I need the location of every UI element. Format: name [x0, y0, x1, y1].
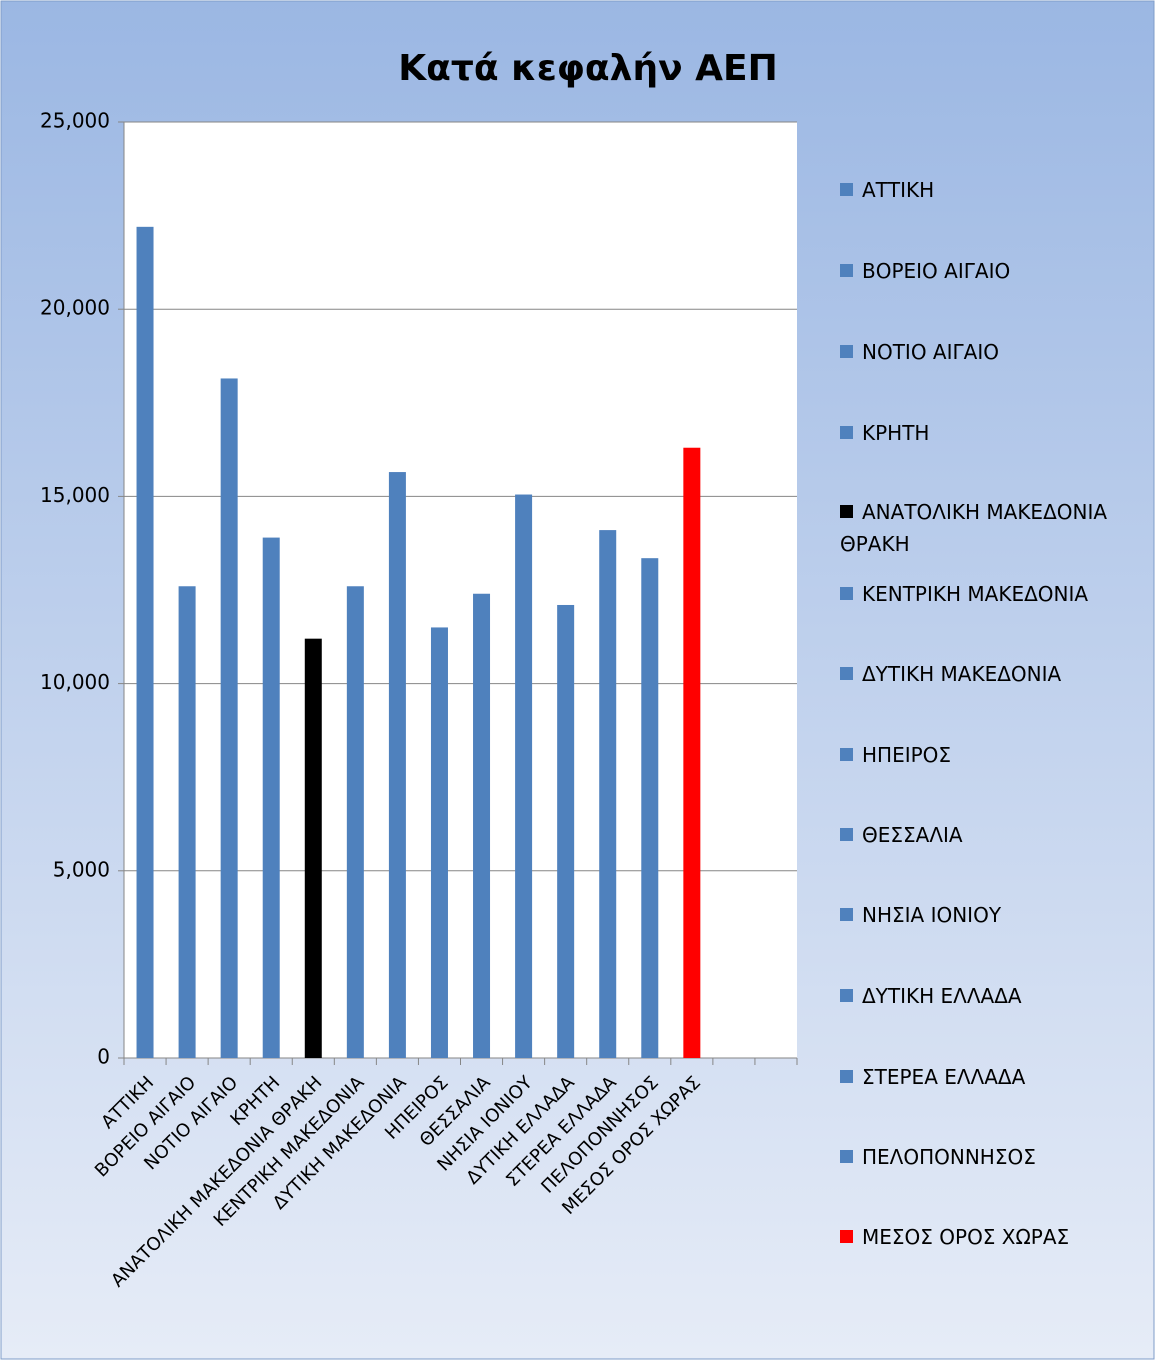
bar: [430, 627, 448, 1058]
legend-item: ΘΕΣΣΑΛΙΑ: [840, 819, 1120, 851]
legend-label: ΔΥΤΙΚΗ ΜΑΚΕΔΟΝΙΑ: [862, 662, 1062, 686]
legend-swatch: [840, 426, 853, 439]
legend-item: ΝΟΤΙΟ ΑΙΓΑΙΟ: [840, 336, 1120, 368]
bar: [641, 558, 659, 1058]
legend-item: ΒΟΡΕΙΟ ΑΙΓΑΙΟ: [840, 255, 1120, 287]
y-tick-label: 15,000: [40, 483, 110, 507]
bar: [262, 537, 280, 1058]
legend-item: ΠΕΛΟΠΟΝΝΗΣΟΣ: [840, 1141, 1120, 1173]
y-tick-label: 10,000: [40, 670, 110, 694]
y-tick-label: 25,000: [40, 109, 110, 133]
legend-swatch: [840, 505, 853, 518]
legend-swatch: [840, 748, 853, 761]
bar: [136, 226, 154, 1058]
bar: [683, 447, 701, 1058]
y-tick-label: 20,000: [40, 296, 110, 320]
legend-item: ΜΕΣΟΣ ΟΡΟΣ ΧΩΡΑΣ: [840, 1221, 1120, 1253]
bar: [599, 530, 617, 1058]
legend-item: ΣΤΕΡΕΑ ΕΛΛΑΔΑ: [840, 1061, 1120, 1093]
legend-swatch: [840, 1070, 853, 1083]
legend-label: ΝΗΣΙΑ ΙΟΝΙΟΥ: [862, 903, 1002, 927]
legend-item: ΝΗΣΙΑ ΙΟΝΙΟΥ: [840, 899, 1120, 931]
bar: [220, 378, 238, 1058]
legend-label: ΘΕΣΣΑΛΙΑ: [862, 823, 963, 847]
legend-label: ΗΠΕΙΡΟΣ: [862, 743, 952, 767]
legend-label: ΔΥΤΙΚΗ ΕΛΛΑΔΑ: [862, 984, 1022, 1008]
legend-item: ΔΥΤΙΚΗ ΕΛΛΑΔΑ: [840, 980, 1120, 1012]
legend-item: ΗΠΕΙΡΟΣ: [840, 739, 1120, 771]
legend-label: ΚΡΗΤΗ: [862, 421, 930, 445]
legend-item: ΑΤΤΙΚΗ: [840, 174, 1120, 206]
legend-label: ΣΤΕΡΕΑ ΕΛΛΑΔΑ: [862, 1065, 1026, 1089]
chart-title: Κατά κεφαλήν ΑΕΠ: [398, 48, 777, 89]
legend-label: ΑΝΑΤΟΛΙΚΗ ΜΑΚΕΔΟΝΙΑ ΘΡΑΚΗ: [840, 500, 1108, 556]
legend-item: ΑΝΑΤΟΛΙΚΗ ΜΑΚΕΔΟΝΙΑ ΘΡΑΚΗ: [840, 496, 1120, 560]
legend-item: ΔΥΤΙΚΗ ΜΑΚΕΔΟΝΙΑ: [840, 658, 1120, 690]
legend-label: ΝΟΤΙΟ ΑΙΓΑΙΟ: [862, 340, 999, 364]
bar: [557, 604, 575, 1058]
y-tick-label: 0: [97, 1045, 110, 1069]
legend-label: ΠΕΛΟΠΟΝΝΗΣΟΣ: [862, 1145, 1036, 1169]
bar: [388, 472, 406, 1059]
legend-swatch: [840, 989, 853, 1002]
bar: [304, 638, 322, 1058]
bar: [346, 586, 364, 1058]
bar: [473, 593, 491, 1058]
legend-swatch: [840, 183, 853, 196]
legend-item: ΚΕΝΤΡΙΚΗ ΜΑΚΕΔΟΝΙΑ: [840, 578, 1120, 610]
y-tick-label: 5,000: [53, 857, 110, 881]
legend-label: ΚΕΝΤΡΙΚΗ ΜΑΚΕΔΟΝΙΑ: [862, 582, 1089, 606]
legend-swatch: [840, 667, 853, 680]
legend-label: ΜΕΣΟΣ ΟΡΟΣ ΧΩΡΑΣ: [862, 1225, 1070, 1249]
legend-swatch: [840, 1230, 853, 1243]
legend-label: ΑΤΤΙΚΗ: [862, 178, 935, 202]
legend-swatch: [840, 828, 853, 841]
legend-swatch: [840, 1150, 853, 1163]
legend-swatch: [840, 264, 853, 277]
legend-swatch: [840, 908, 853, 921]
legend-swatch: [840, 345, 853, 358]
legend-swatch: [840, 587, 853, 600]
legend-item: ΚΡΗΤΗ: [840, 417, 1120, 449]
legend-label: ΒΟΡΕΙΟ ΑΙΓΑΙΟ: [862, 259, 1011, 283]
bar: [515, 494, 533, 1058]
bar: [178, 586, 196, 1058]
